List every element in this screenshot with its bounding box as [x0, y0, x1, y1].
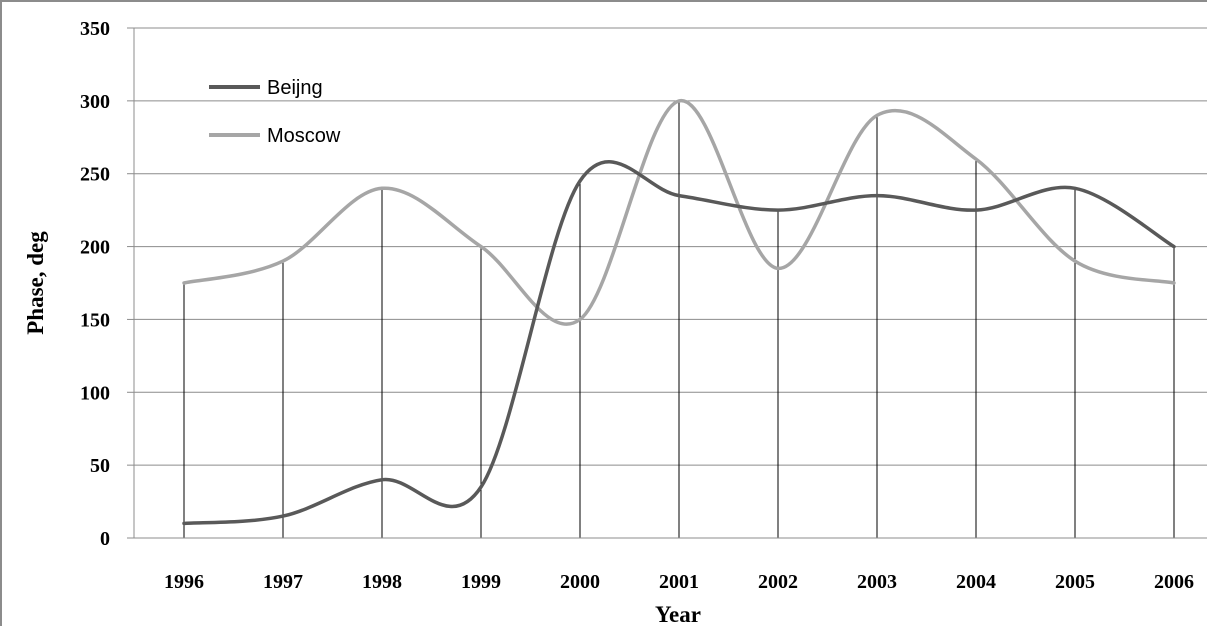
- series-line-moscow: [182, 99, 1176, 326]
- x-tick-label: 1999: [461, 571, 501, 593]
- x-tick-label: 2000: [560, 571, 600, 593]
- y-tick-label: 200: [80, 237, 110, 259]
- x-tick-label: 2006: [1154, 571, 1194, 593]
- x-tick-label: 2004: [956, 571, 996, 593]
- axes: [127, 27, 1207, 539]
- gridlines: [134, 27, 1207, 466]
- y-axis-title: Phase, deg: [23, 231, 48, 335]
- x-tick-label: 2001: [659, 571, 699, 593]
- x-tick-label: 1998: [362, 571, 402, 593]
- legend-label-moscow: Moscow: [267, 125, 341, 147]
- series-lines: [182, 99, 1176, 526]
- x-tick-label: 2003: [857, 571, 897, 593]
- y-tick-label: 350: [80, 18, 110, 40]
- y-tick-label: 50: [90, 455, 110, 477]
- y-tick-label: 250: [80, 164, 110, 186]
- y-tick-label: 300: [80, 91, 110, 113]
- y-tick-label: 0: [100, 528, 110, 550]
- x-tick-label: 1997: [263, 571, 303, 593]
- legend-label-beijng: Beijng: [267, 77, 323, 99]
- x-axis-title: Year: [655, 602, 701, 627]
- tick-labels: 0 50 100 150 200 250 300 350 1996 1997 1998 1999 200…: [80, 18, 1194, 593]
- x-tick-label: 2005: [1055, 571, 1095, 593]
- y-tick-label: 150: [80, 309, 110, 331]
- y-tick-label: 100: [80, 382, 110, 404]
- x-tick-label: 1996: [164, 571, 204, 593]
- series-line-beijng: [182, 160, 1176, 526]
- x-tick-label: 2002: [758, 571, 798, 593]
- legend: Beijng Moscow: [209, 77, 341, 147]
